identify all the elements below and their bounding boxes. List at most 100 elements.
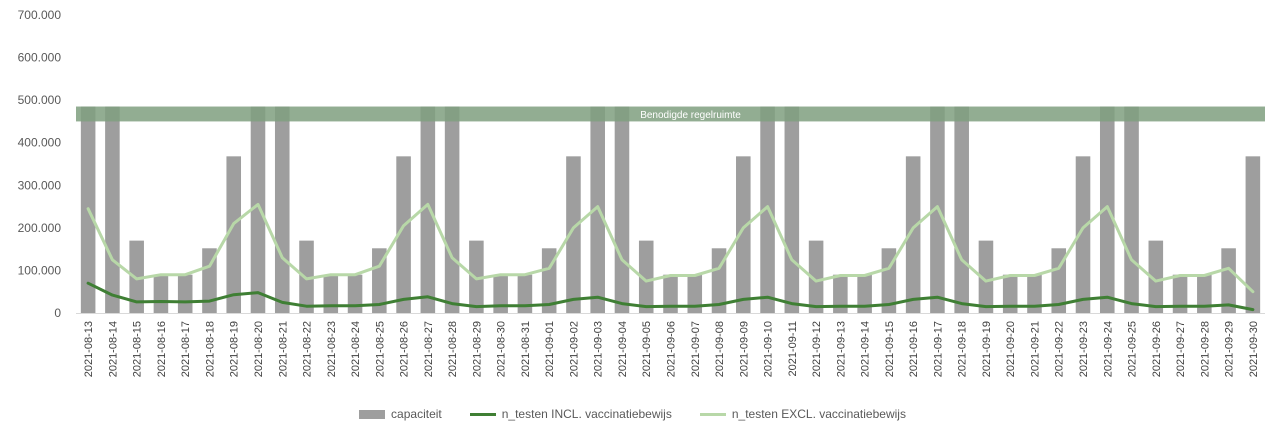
series-lines (86, 202, 1255, 312)
legend-item-incl: n_testen INCL. vaccinatiebewijs (469, 407, 672, 421)
x-tick-label: 2021-08-17 (180, 321, 192, 377)
y-tick-label: 400.000 (18, 136, 62, 150)
bar-capaciteit (274, 106, 290, 314)
x-tick-label: 2021-09-24 (1102, 321, 1114, 377)
bar-capaciteit (153, 274, 169, 313)
bar-capaciteit (1075, 156, 1091, 313)
x-tick-label: 2021-08-31 (520, 321, 532, 377)
bar-capaciteit (1148, 240, 1164, 313)
x-tick-label: 2021-08-29 (471, 321, 483, 377)
x-tick-label: 2021-08-22 (302, 321, 314, 377)
x-tick-label: 2021-09-26 (1151, 321, 1163, 377)
x-tick-label: 2021-09-09 (738, 321, 750, 377)
x-tick-label: 2021-09-07 (690, 321, 702, 377)
legend-swatch-incl (469, 412, 496, 416)
bar-capaciteit (736, 156, 751, 313)
legend-item-capaciteit: capaciteit (359, 407, 442, 421)
bar-capaciteit (857, 274, 872, 313)
bar-capaciteit (1245, 156, 1261, 313)
bar-capaciteit (784, 106, 800, 314)
bar-capaciteit (250, 106, 266, 314)
band-label: Benodigde regelruimte (640, 110, 741, 121)
x-tick-label: 2021-09-20 (1005, 321, 1017, 377)
bar-capaciteit (517, 274, 533, 313)
bar-capaciteit (202, 248, 217, 313)
legend-label-incl: n_testen INCL. vaccinatiebewijs (501, 407, 672, 421)
x-tick-label: 2021-09-13 (835, 321, 847, 377)
bar-capaciteit (614, 106, 630, 314)
bar-capaciteit (566, 156, 581, 313)
y-tick-label: 300.000 (18, 178, 62, 192)
bar-capaciteit (177, 274, 193, 313)
legend-item-excl: n_testen EXCL. vaccinatiebewijs (699, 407, 906, 421)
x-tick-label: 2021-08-25 (374, 321, 386, 377)
bar-capaciteit (833, 274, 848, 313)
bar-capaciteit (299, 240, 314, 313)
x-tick-label: 2021-09-16 (908, 321, 920, 377)
x-tick-label: 2021-08-13 (83, 321, 95, 377)
bar-capaciteit (1027, 274, 1042, 313)
x-tick-label: 2021-08-16 (156, 321, 168, 377)
x-tick-label: 2021-09-28 (1199, 321, 1211, 377)
bar-capaciteit (493, 274, 508, 313)
x-tick-label: 2021-08-24 (350, 321, 362, 377)
bar-capaciteit (469, 240, 484, 313)
legend-label-capaciteit: capaciteit (391, 407, 442, 421)
x-tick-label: 2021-08-21 (277, 321, 289, 377)
y-tick-label: 500.000 (18, 93, 62, 107)
x-tick-label: 2021-08-15 (132, 321, 144, 377)
bar-capaciteit (954, 106, 969, 314)
bar-capaciteit (129, 240, 144, 313)
x-tick-label: 2021-09-30 (1248, 321, 1260, 377)
legend-swatch-capaciteit (359, 409, 386, 419)
bar-capaciteit (396, 156, 411, 313)
x-tick-label: 2021-08-26 (399, 321, 411, 377)
x-tick-label: 2021-09-02 (568, 321, 580, 377)
x-tick-label: 2021-09-08 (714, 321, 726, 377)
x-axis: 2021-08-13 2021-08-14 2021-08-15 2021-08-16… (83, 321, 1260, 377)
x-tick-label: 2021-09-18 (957, 321, 969, 377)
bar-capaciteit (1172, 274, 1188, 313)
bar-capaciteit (1124, 106, 1139, 314)
bar-capaciteit (1221, 248, 1236, 313)
band-label-layer: Benodigde regelruimte (640, 110, 741, 121)
y-tick-label: 100.000 (18, 263, 62, 277)
capacity-bars (80, 106, 1261, 314)
bar-capaciteit (1197, 274, 1212, 313)
legend-swatch-excl (699, 412, 726, 416)
x-tick-label: 2021-09-23 (1078, 321, 1090, 377)
y-axis: 0 100.000 200.000 300.000 400.000 500.000 600.… (18, 8, 1265, 320)
y-tick-label: 200.000 (18, 221, 62, 235)
bar-capaciteit (663, 274, 678, 313)
bar-capaciteit (808, 240, 824, 313)
x-tick-label: 2021-08-14 (107, 321, 119, 377)
bar-capaciteit (420, 106, 436, 314)
x-tick-label: 2021-09-15 (884, 321, 896, 377)
x-tick-label: 2021-09-12 (811, 321, 823, 377)
bar-capaciteit (347, 274, 363, 313)
x-tick-label: 2021-09-01 (544, 321, 556, 377)
x-tick-label: 2021-09-06 (666, 321, 678, 377)
x-tick-label: 2021-08-18 (204, 321, 216, 377)
x-tick-label: 2021-09-17 (932, 321, 944, 377)
bar-capaciteit (687, 274, 703, 313)
x-tick-label: 2021-09-25 (1127, 321, 1139, 377)
legend-label-excl: n_testen EXCL. vaccinatiebewijs (731, 407, 906, 421)
x-tick-label: 2021-08-23 (326, 321, 338, 377)
x-tick-label: 2021-09-22 (1054, 321, 1066, 377)
x-tick-label: 2021-09-03 (593, 321, 605, 377)
bar-capaciteit (1002, 274, 1018, 313)
x-tick-label: 2021-09-21 (1029, 321, 1041, 377)
bar-capaciteit (323, 274, 339, 313)
x-tick-label: 2021-09-04 (617, 321, 629, 377)
x-tick-label: 2021-09-10 (763, 321, 775, 377)
bar-capaciteit (905, 156, 921, 313)
x-tick-label: 2021-09-27 (1175, 321, 1187, 377)
legend: capaciteit n_testen INCL. vaccinatiebewi… (0, 404, 1265, 424)
band-rect (76, 106, 1265, 122)
x-tick-label: 2021-08-27 (423, 321, 435, 377)
chart: 0 100.000 200.000 300.000 400.000 500.000 600.… (18, 8, 1265, 377)
bar-capaciteit (444, 106, 460, 314)
bar-capaciteit (978, 240, 994, 313)
x-tick-label: 2021-09-11 (787, 321, 799, 376)
